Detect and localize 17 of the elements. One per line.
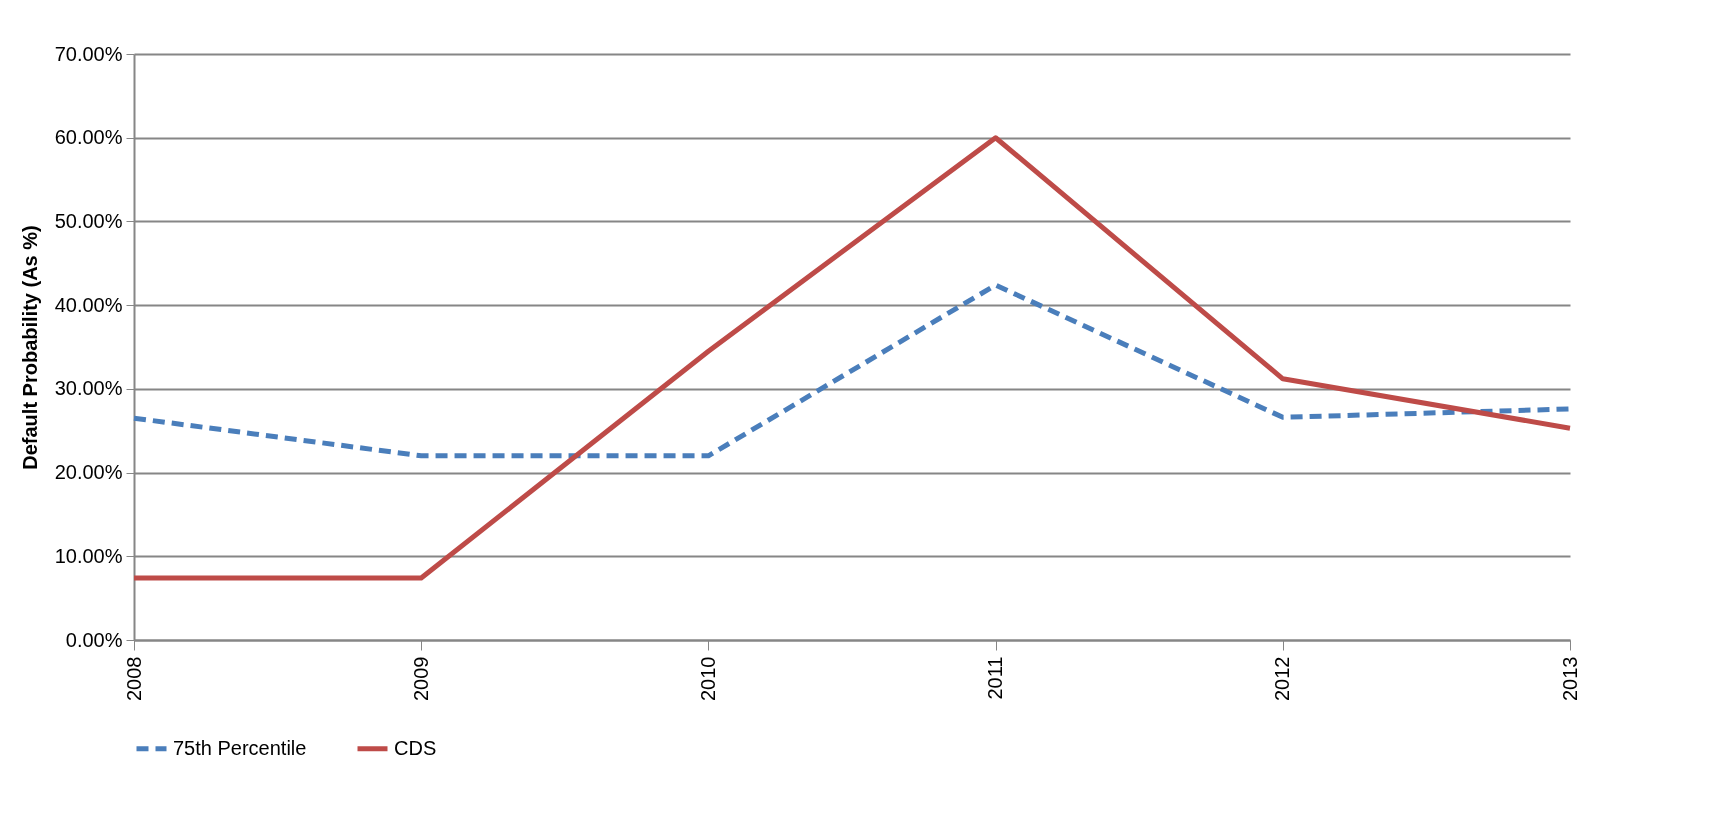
x-tick-label: 2010 [696, 656, 719, 701]
y-tick-label: 60.00% [54, 126, 123, 149]
y-tick-label: 0.00% [65, 628, 123, 651]
y-axis-title: Default Probability (As %) [18, 225, 41, 470]
y-tick-label: 30.00% [54, 377, 123, 400]
legend-label: CDS [394, 736, 437, 759]
y-tick-label: 10.00% [54, 544, 123, 567]
x-tick-label: 2012 [1271, 656, 1294, 701]
y-tick-label: 70.00% [54, 42, 123, 65]
y-tick-label: 20.00% [54, 461, 123, 484]
legend-label: 75th Percentile [173, 736, 307, 759]
x-tick-label: 2013 [1558, 656, 1581, 701]
y-tick-label: 50.00% [54, 209, 123, 232]
x-tick-label: 2011 [984, 656, 1007, 700]
x-tick-label: 2009 [409, 656, 432, 701]
y-tick-label: 40.00% [54, 293, 123, 316]
x-tick-label: 2008 [122, 656, 145, 701]
